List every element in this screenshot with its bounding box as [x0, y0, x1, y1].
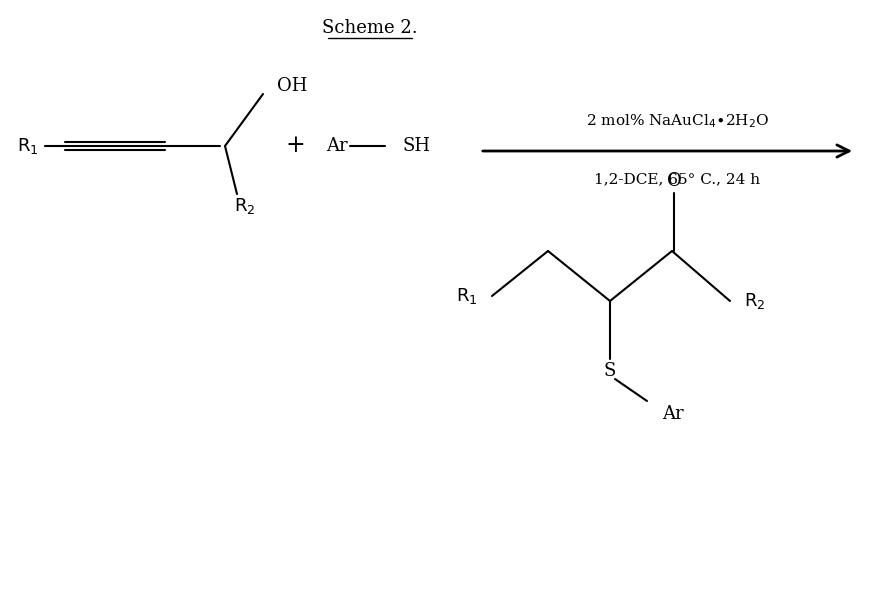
- Text: $\mathsf{R_1}$: $\mathsf{R_1}$: [456, 286, 478, 306]
- Text: Scheme 2.: Scheme 2.: [323, 19, 418, 37]
- Text: OH: OH: [277, 77, 307, 95]
- Text: 1,2-DCE, 65° C., 24 h: 1,2-DCE, 65° C., 24 h: [594, 172, 761, 186]
- Text: O: O: [667, 172, 681, 190]
- Text: 2 mol% NaAuCl$_4$$\bullet$2H$_2$O: 2 mol% NaAuCl$_4$$\bullet$2H$_2$O: [586, 112, 769, 130]
- Text: S: S: [604, 362, 616, 380]
- Text: Ar: Ar: [326, 137, 348, 155]
- Text: $\mathsf{R_2}$: $\mathsf{R_2}$: [744, 291, 765, 311]
- Text: $\mathsf{R_2}$: $\mathsf{R_2}$: [234, 196, 255, 216]
- Text: SH: SH: [402, 137, 430, 155]
- Text: +: +: [285, 135, 305, 158]
- Text: Ar: Ar: [662, 405, 684, 423]
- Text: $\mathsf{R_1}$: $\mathsf{R_1}$: [17, 136, 39, 156]
